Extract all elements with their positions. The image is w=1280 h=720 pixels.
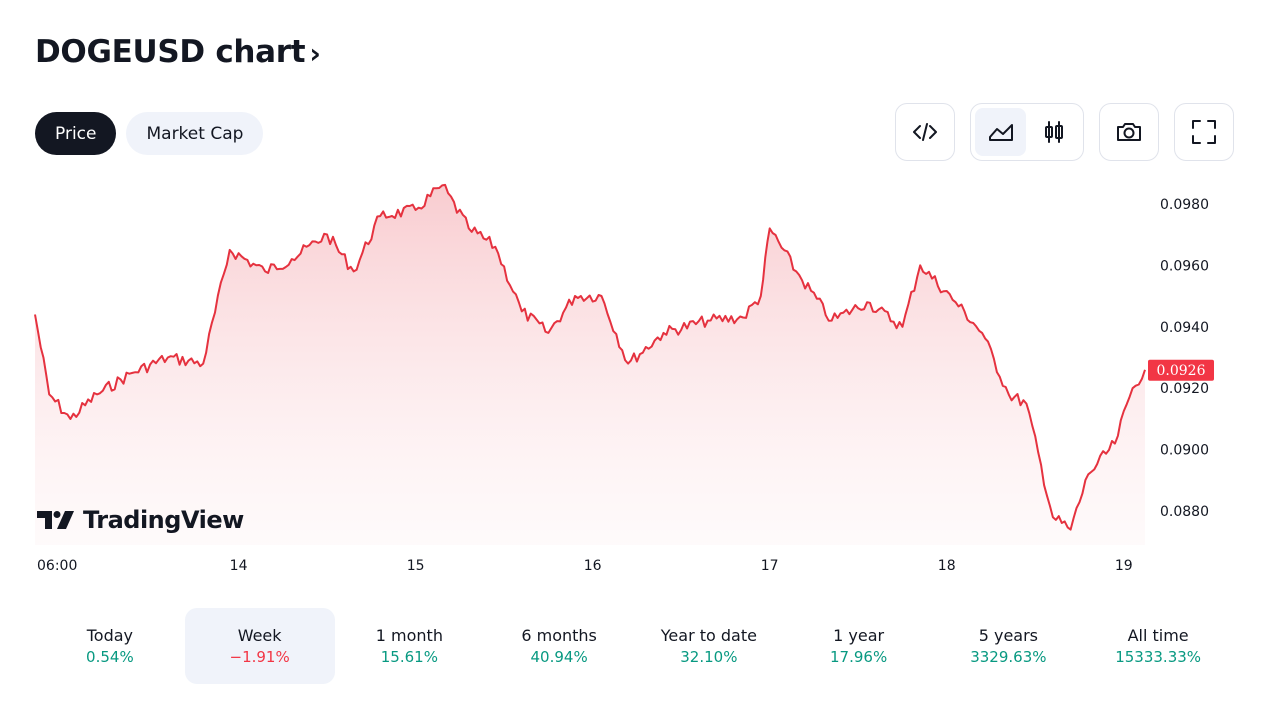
tradingview-wordmark: TradingView — [83, 506, 244, 534]
candlestick-icon — [1044, 121, 1063, 143]
area-style-button[interactable] — [975, 108, 1026, 156]
period-1-year[interactable]: 1 year 17.96% — [784, 608, 934, 684]
embed-button[interactable] — [895, 103, 955, 161]
period-today[interactable]: Today 0.54% — [35, 608, 185, 684]
y-tick-label: 0.0920 — [1160, 381, 1209, 397]
x-tick-label: 19 — [1115, 558, 1133, 574]
y-tick-label: 0.0980 — [1160, 197, 1209, 213]
period-label: 6 months — [521, 626, 597, 645]
price-chart[interactable]: 0.0880 0.0900 0.0920 0.0940 0.0960 0.0980 06:… — [0, 170, 1280, 590]
tradingview-logo-icon — [37, 511, 74, 529]
last-price-badge-bg — [1148, 359, 1214, 381]
tab-market-cap[interactable]: Market Cap — [126, 112, 264, 155]
chevron-right-icon: › — [309, 36, 321, 70]
camera-icon — [1117, 123, 1141, 141]
period-all-time[interactable]: All time 15333.33% — [1083, 608, 1233, 684]
chart-style-group — [970, 103, 1084, 161]
period-label: All time — [1127, 626, 1189, 645]
x-tick-label: 06:00 — [37, 558, 77, 574]
code-icon — [913, 123, 937, 141]
period-change: −1.91% — [229, 648, 290, 666]
x-tick-label: 15 — [407, 558, 425, 574]
y-tick-label: 0.0900 — [1160, 443, 1209, 459]
period-label: Year to date — [660, 626, 757, 645]
price-area — [35, 184, 1145, 545]
period-week[interactable]: Week −1.91% — [184, 608, 335, 684]
tab-price[interactable]: Price — [35, 112, 117, 155]
period-change: 40.94% — [530, 648, 588, 666]
y-tick-label: 0.0940 — [1160, 320, 1209, 336]
y-tick-label: 0.0880 — [1160, 504, 1209, 520]
period-change: 17.96% — [830, 648, 888, 666]
period-label: 1 month — [375, 626, 443, 645]
candlestick-style-button[interactable] — [1028, 108, 1079, 156]
fullscreen-button[interactable] — [1174, 103, 1234, 161]
x-tick-label: 18 — [938, 558, 956, 574]
x-tick-label: 14 — [230, 558, 248, 574]
period-year-to-date[interactable]: Year to date 32.10% — [634, 608, 784, 684]
period-change: 3329.63% — [970, 648, 1047, 666]
period-label: 5 years — [978, 626, 1039, 645]
chart-type-tabs: Price Market Cap — [35, 112, 264, 155]
tradingview-logo[interactable]: TradingView — [37, 506, 244, 534]
period-label: Today — [86, 626, 134, 645]
time-axis[interactable]: 06:00 14 15 16 17 18 19 — [37, 558, 1133, 574]
snapshot-button[interactable] — [1099, 103, 1159, 161]
period-change: 15333.33% — [1115, 648, 1202, 666]
period-change: 32.10% — [680, 648, 738, 666]
period-5-years[interactable]: 5 years 3329.63% — [934, 608, 1084, 684]
period-label: 1 year — [833, 626, 885, 645]
period-change: 0.54% — [86, 648, 134, 666]
period-1-month[interactable]: 1 month 15.61% — [335, 608, 485, 684]
chart-title-link[interactable]: DOGEUSD chart › — [35, 30, 321, 74]
area-chart-icon — [988, 124, 1013, 141]
price-axis[interactable]: 0.0880 0.0900 0.0920 0.0940 0.0960 0.0980 — [1160, 197, 1209, 520]
last-price-label: 0.0926 — [1157, 363, 1206, 379]
y-tick-label: 0.0960 — [1160, 258, 1209, 274]
x-tick-label: 17 — [761, 558, 779, 574]
period-change: 15.61% — [380, 648, 438, 666]
plot-area — [34, 183, 1146, 545]
chart-title: DOGEUSD chart — [35, 34, 306, 70]
last-price-badge: 0.0926 — [1148, 359, 1214, 381]
period-label: Week — [237, 626, 282, 645]
period-6-months[interactable]: 6 months 40.94% — [484, 608, 634, 684]
x-tick-label: 16 — [584, 558, 602, 574]
price-line — [34, 183, 1146, 531]
fullscreen-icon — [1192, 120, 1216, 144]
period-selector: Today 0.54% Week −1.91% 1 month 15.61% 6 month… — [35, 608, 1233, 684]
